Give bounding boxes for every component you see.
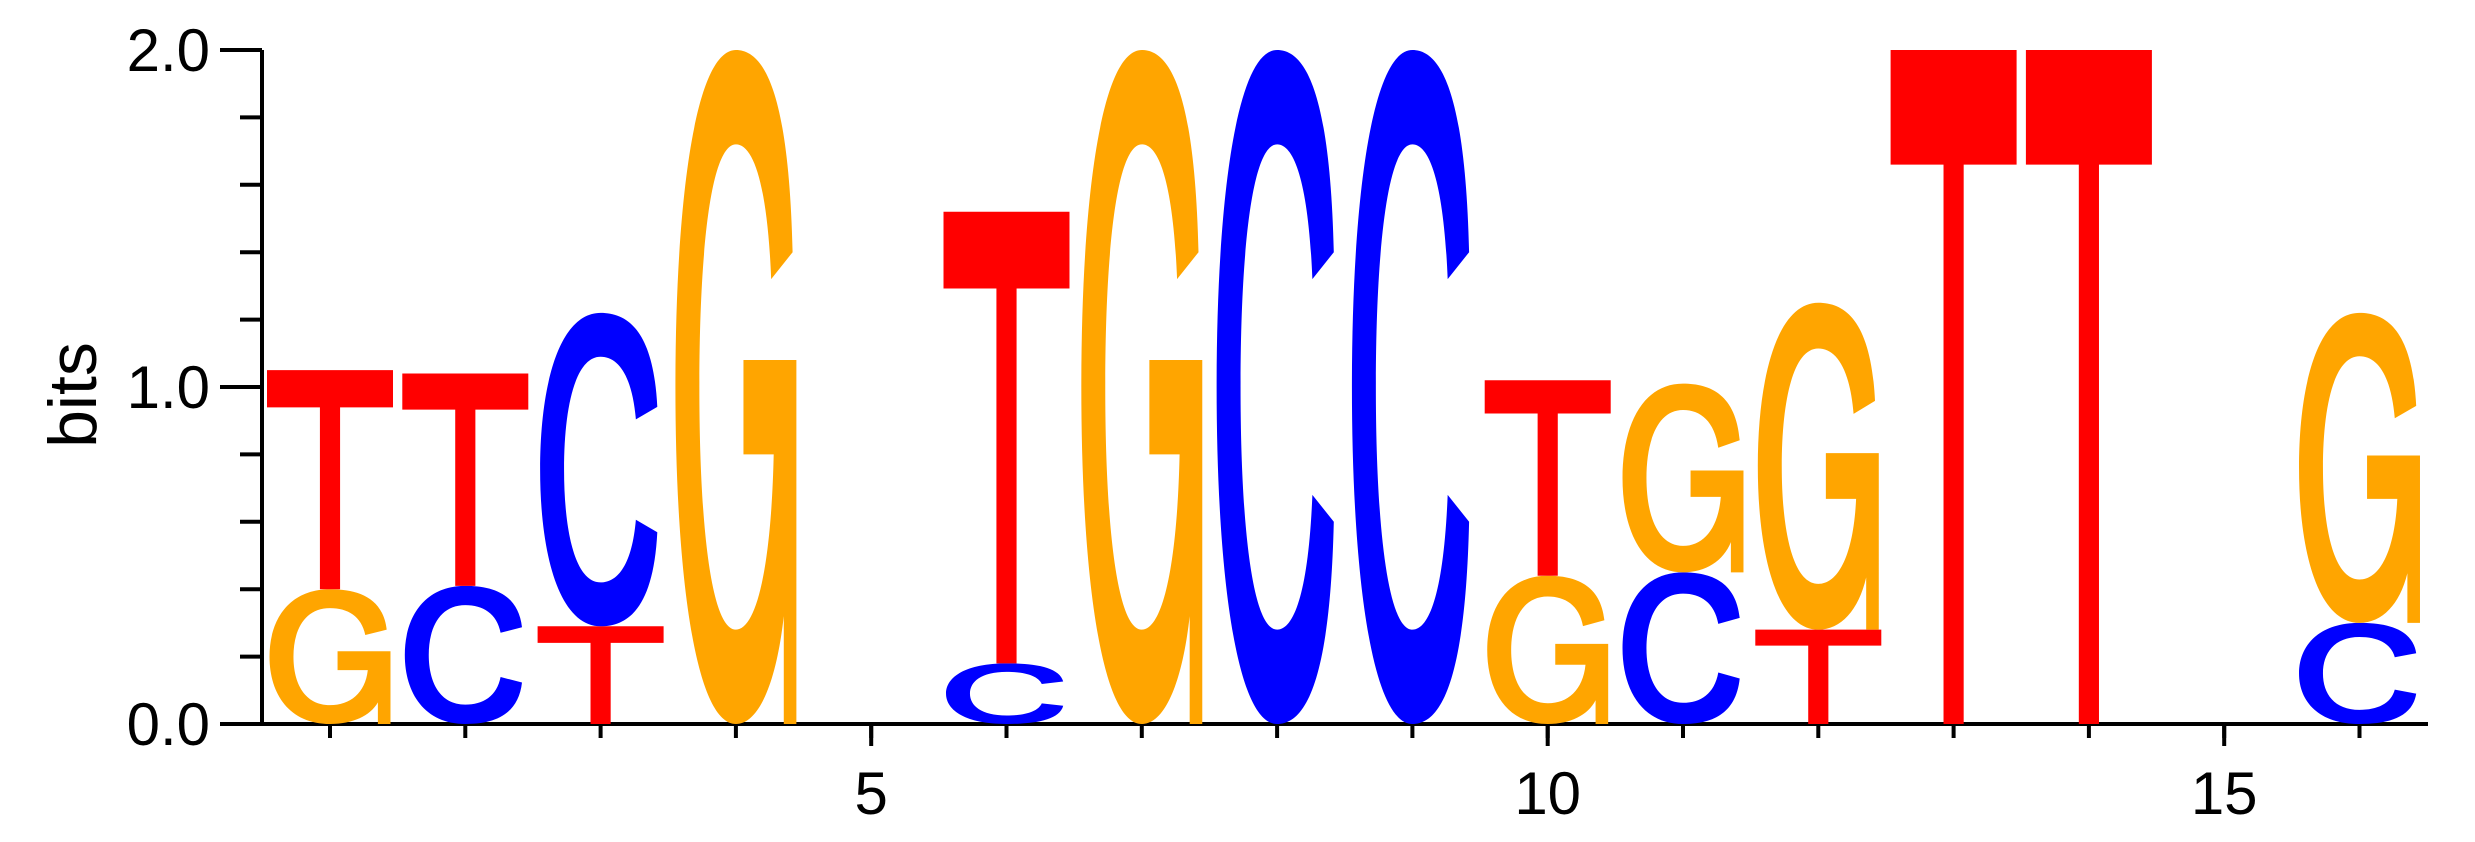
x-tick-label: 10 xyxy=(1514,760,1581,827)
letter-glyph xyxy=(1487,575,1609,724)
y-tick-label: 1.0 xyxy=(127,354,210,421)
logo-letter-C-pos-16 xyxy=(2299,622,2417,724)
logo-letter-T-pos-14 xyxy=(2025,50,2152,724)
y-tick-label: 0.0 xyxy=(127,691,210,758)
letter-glyph xyxy=(946,663,1064,725)
letter-glyph xyxy=(943,211,1070,664)
x-tick-label: 15 xyxy=(2191,760,2258,827)
letter-glyph xyxy=(404,585,522,724)
logo-letter-T-pos-13 xyxy=(1890,50,2017,724)
letter-glyph xyxy=(402,373,529,586)
logo-letter-T-pos-1 xyxy=(267,370,393,590)
letter-glyph xyxy=(537,626,664,724)
letter-glyph xyxy=(2299,312,2420,623)
logo-letter-G-pos-4 xyxy=(675,50,797,724)
y-axis-label: bits xyxy=(35,342,111,448)
letter-glyph xyxy=(1622,572,1740,724)
y-tick-label: 2.0 xyxy=(127,17,210,84)
letter-glyph xyxy=(267,370,393,590)
letter-glyph xyxy=(1757,302,1879,630)
logo-letter-G-pos-11 xyxy=(1622,383,1744,573)
letter-glyph xyxy=(1755,629,1882,724)
logo-letter-T-pos-6 xyxy=(943,211,1070,664)
letter-glyph xyxy=(540,312,658,627)
logo-letter-T-pos-12 xyxy=(1755,629,1882,724)
logo-letter-T-pos-2 xyxy=(402,373,529,586)
axes: 0.0 1.0 2.0 5 10 15 xyxy=(127,17,2428,827)
logo-letter-G-pos-7 xyxy=(1081,50,1203,724)
logo-letter-C-pos-9 xyxy=(1351,50,1470,724)
letter-glyph xyxy=(675,50,797,724)
logo-letter-C-pos-2 xyxy=(404,585,522,724)
letter-glyph xyxy=(2025,50,2152,724)
letter-glyph xyxy=(1216,50,1334,724)
letter-glyph xyxy=(1351,50,1470,724)
logo-letter-G-pos-12 xyxy=(1757,302,1879,630)
logo-letter-G-pos-16 xyxy=(2299,312,2420,623)
logo-letters xyxy=(267,50,2420,725)
logo-letter-G-pos-10 xyxy=(1487,575,1609,724)
logo-letter-C-pos-8 xyxy=(1216,50,1334,724)
letter-glyph xyxy=(269,589,391,724)
letter-glyph xyxy=(1484,380,1611,576)
letter-glyph xyxy=(1081,50,1203,724)
letter-glyph xyxy=(1890,50,2017,724)
letter-glyph xyxy=(2299,622,2417,724)
logo-letter-C-pos-6 xyxy=(946,663,1064,725)
logo-letter-C-pos-11 xyxy=(1622,572,1740,724)
logo-letter-T-pos-10 xyxy=(1484,380,1611,576)
letter-glyph xyxy=(1622,383,1744,573)
logo-letter-C-pos-3 xyxy=(540,312,658,627)
logo-letter-T-pos-3 xyxy=(537,626,664,724)
x-tick-label: 5 xyxy=(855,760,888,827)
logo-letter-G-pos-1 xyxy=(269,589,391,724)
